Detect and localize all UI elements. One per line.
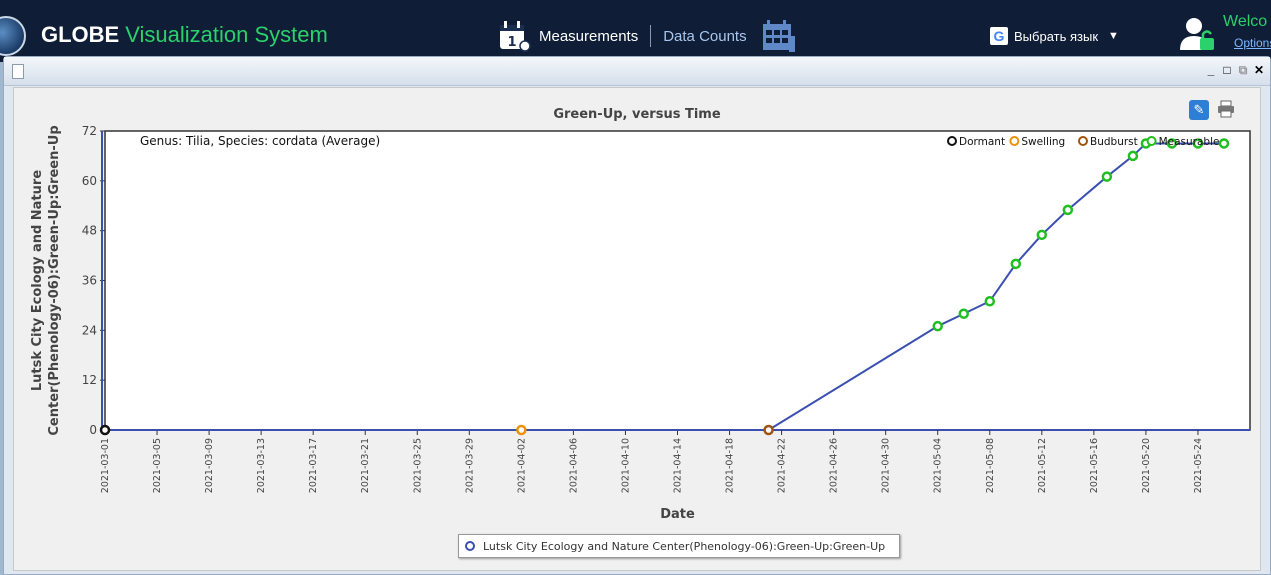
status-legend-marker [1009, 136, 1020, 146]
status-legend-marker [1078, 136, 1088, 146]
app-title: GLOBE Visualization System [41, 22, 328, 48]
x-tick-label: 2021-03-05 [152, 438, 163, 493]
data-point [763, 424, 774, 436]
data-point [984, 296, 996, 307]
data-grid-icon[interactable] [761, 18, 797, 54]
series-layer [99, 138, 1230, 436]
x-tick-label: 2021-04-18 [725, 438, 736, 493]
minimize-button[interactable]: _ [1207, 63, 1215, 77]
data-point [1218, 138, 1230, 149]
popout-button[interactable]: ⧉ [1238, 63, 1248, 77]
options-link[interactable]: Options [1234, 36, 1271, 50]
window-controls: _ □ ⧉ ✕ [1206, 63, 1264, 78]
chart-window: _ □ ⧉ ✕ Green-Up, versus Time ✎ 0 12 24 36 4… [3, 56, 1271, 575]
google-icon: G [990, 27, 1008, 45]
y-tick-label: 60 [82, 174, 97, 188]
status-legend-marker [947, 136, 957, 146]
brand-primary: GLOBE [41, 22, 120, 47]
data-point [958, 308, 969, 319]
y-tick-label: 24 [82, 323, 97, 337]
y-tick-label: 12 [82, 373, 97, 387]
close-button[interactable]: ✕ [1254, 63, 1265, 77]
document-icon [12, 64, 24, 79]
calendar-icon[interactable]: 1 [497, 19, 531, 53]
chart-panel: Green-Up, versus Time ✎ 0 12 24 36 48 60 72 20… [13, 87, 1261, 571]
x-tick-label: 2021-05-12 [1037, 438, 1048, 493]
x-tick-label: 2021-05-04 [933, 438, 944, 493]
x-tick-label: 2021-04-10 [620, 438, 631, 493]
language-label: Выбрать язык [1014, 28, 1099, 44]
data-point [1010, 258, 1022, 270]
x-tick-label: 2021-03-13 [256, 438, 267, 493]
brand-secondary: Visualization System [125, 22, 328, 47]
window-titlebar[interactable]: _ □ ⧉ ✕ [4, 57, 1270, 86]
x-tick-label: 2021-03-09 [204, 438, 215, 493]
x-tick-label: 2021-04-14 [673, 438, 684, 493]
x-tick-label: 2021-03-01 [100, 438, 111, 493]
data-point [1062, 204, 1074, 216]
legend-series-label: Lutsk City Ecology and Nature Center(Phe… [483, 539, 886, 553]
status-legend: Dormant Swelling Budburst Measurable [947, 136, 1220, 148]
legend-series-marker [465, 541, 475, 551]
pencil-icon[interactable]: ✎ [1189, 100, 1209, 120]
x-tick-label: 2021-04-30 [881, 438, 892, 493]
x-axis-label: Date [660, 507, 695, 522]
top-navigation-bar: GLOBE Visualization System 1 Measurements… [0, 0, 1271, 62]
nav-measurements[interactable]: Measurements [539, 27, 639, 45]
status-legend-label: Dormant [959, 136, 1005, 148]
status-legend-label: Swelling [1021, 136, 1065, 148]
main-nav: 1 Measurements Data Counts [497, 18, 797, 54]
x-tick-label: 2021-03-21 [360, 438, 371, 493]
welcome-text: Welco [1223, 13, 1268, 30]
data-point [516, 424, 527, 436]
x-tick-label: 2021-05-20 [1141, 438, 1152, 493]
data-point [1127, 150, 1139, 162]
y-axis-label-line2: Center(Phenology-06):Green-Up:Green-Up [47, 125, 62, 435]
x-tick-label: 2021-03-29 [464, 438, 475, 493]
printer-icon[interactable] [1217, 100, 1235, 118]
data-point [1036, 229, 1048, 241]
language-selector[interactable]: G Выбрать язык ▼ [990, 27, 1119, 45]
maximize-button[interactable]: □ [1223, 63, 1231, 77]
x-tick-label: 2021-05-16 [1089, 438, 1100, 493]
x-axis-ticks: 2021-03-01 2021-03-05 2021-03-09 2021-03-13… [100, 430, 1204, 493]
x-tick-label: 2021-04-02 [516, 438, 527, 493]
y-tick-label: 36 [82, 274, 97, 288]
x-tick-label: 2021-05-08 [985, 438, 996, 493]
y-tick-label: 0 [89, 423, 97, 437]
chart-subtitle: Genus: Tilia, Species: cordata (Average) [140, 134, 380, 148]
svg-text:1: 1 [507, 35, 516, 50]
globe-logo-icon[interactable] [0, 16, 26, 56]
x-tick-label: 2021-03-17 [308, 438, 319, 493]
data-point [1166, 138, 1178, 149]
y-tick-label: 48 [82, 224, 97, 238]
chevron-down-icon: ▼ [1108, 30, 1119, 42]
data-point [1101, 171, 1113, 182]
x-tick-label: 2021-05-24 [1193, 438, 1204, 493]
nav-data-counts[interactable]: Data Counts [663, 27, 747, 45]
nav-separator [650, 25, 652, 47]
data-point [932, 320, 943, 332]
status-legend-label: Budburst [1090, 136, 1138, 148]
user-icon[interactable] [1178, 14, 1218, 54]
x-tick-label: 2021-04-06 [568, 438, 579, 493]
x-tick-label: 2021-04-22 [777, 438, 788, 493]
y-tick-label: 72 [82, 124, 97, 138]
x-tick-label: 2021-04-26 [829, 438, 840, 493]
status-legend-label: Measurable [1159, 136, 1220, 148]
data-point [99, 424, 111, 436]
plot-area [104, 130, 1251, 431]
x-tick-label: 2021-03-25 [412, 438, 423, 493]
y-axis-label-line1: Lutsk City Ecology and Nature [30, 170, 45, 391]
status-legend-marker [1146, 136, 1157, 146]
data-point [1192, 138, 1204, 149]
chart-title: Green-Up, versus Time [553, 107, 721, 122]
series-legend[interactable]: Lutsk City Ecology and Nature Center(Phe… [458, 534, 900, 558]
